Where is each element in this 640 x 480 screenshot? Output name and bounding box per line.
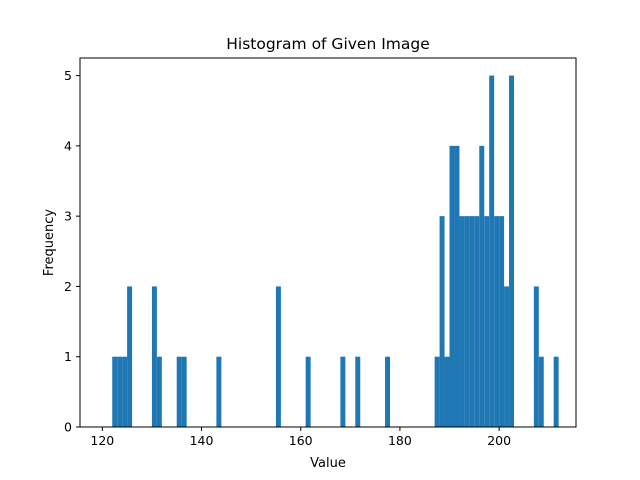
histogram-bar: [538, 356, 544, 427]
histogram-bar: [176, 356, 182, 427]
y-tick-label: 5: [64, 68, 72, 83]
histogram-bar: [340, 356, 346, 427]
histogram-bar: [122, 356, 128, 427]
histogram-bar: [151, 286, 157, 427]
histogram-bar: [474, 216, 480, 427]
histogram-bar: [499, 216, 505, 427]
histogram-bar: [504, 286, 510, 427]
y-tick-label: 3: [64, 209, 72, 224]
y-tick-label: 0: [64, 420, 72, 435]
histogram-bar: [454, 145, 460, 428]
x-tick-label: 140: [190, 433, 214, 448]
histogram-bar: [469, 216, 475, 427]
histogram-bar: [181, 356, 187, 427]
histogram-bar: [449, 145, 455, 428]
histogram-bar: [533, 286, 539, 427]
histogram-bar: [127, 286, 133, 427]
histogram-bar: [444, 356, 450, 427]
plot-frame: [79, 57, 577, 428]
histogram-bar: [112, 356, 118, 427]
x-tick-label: 180: [388, 433, 412, 448]
histogram-bar: [509, 75, 514, 427]
histogram-bar: [305, 356, 311, 427]
histogram-bar: [439, 216, 445, 427]
y-tick-label: 2: [64, 279, 72, 294]
histogram-bar: [489, 75, 495, 427]
chart-title: Histogram of Given Image: [226, 35, 430, 53]
bars-group: [112, 75, 559, 428]
x-tick-label: 120: [90, 433, 114, 448]
histogram-bar: [385, 356, 390, 427]
x-tick-label: 200: [487, 433, 511, 448]
histogram-bar: [479, 145, 485, 428]
x-axis-ticks: 120 140 160 180 200: [90, 427, 511, 448]
histogram-bar: [494, 216, 500, 427]
histogram-bar: [275, 286, 281, 427]
y-axis-title: Frequency: [42, 209, 57, 276]
histogram-bar: [156, 356, 162, 427]
x-axis-title: Value: [310, 456, 346, 471]
histogram-bar: [484, 216, 490, 427]
histogram-bar: [464, 216, 470, 427]
x-tick-label: 160: [289, 433, 313, 448]
histogram-bar: [117, 356, 123, 427]
histogram-bar: [553, 356, 559, 427]
histogram-bar: [434, 356, 440, 427]
y-tick-label: 4: [64, 138, 72, 153]
histogram-bar: [459, 216, 465, 427]
histogram-bar: [216, 356, 222, 427]
y-axis-ticks: 0 1 2 3 4 5: [64, 68, 80, 435]
histogram-bar: [355, 356, 361, 427]
y-tick-label: 1: [64, 349, 72, 364]
